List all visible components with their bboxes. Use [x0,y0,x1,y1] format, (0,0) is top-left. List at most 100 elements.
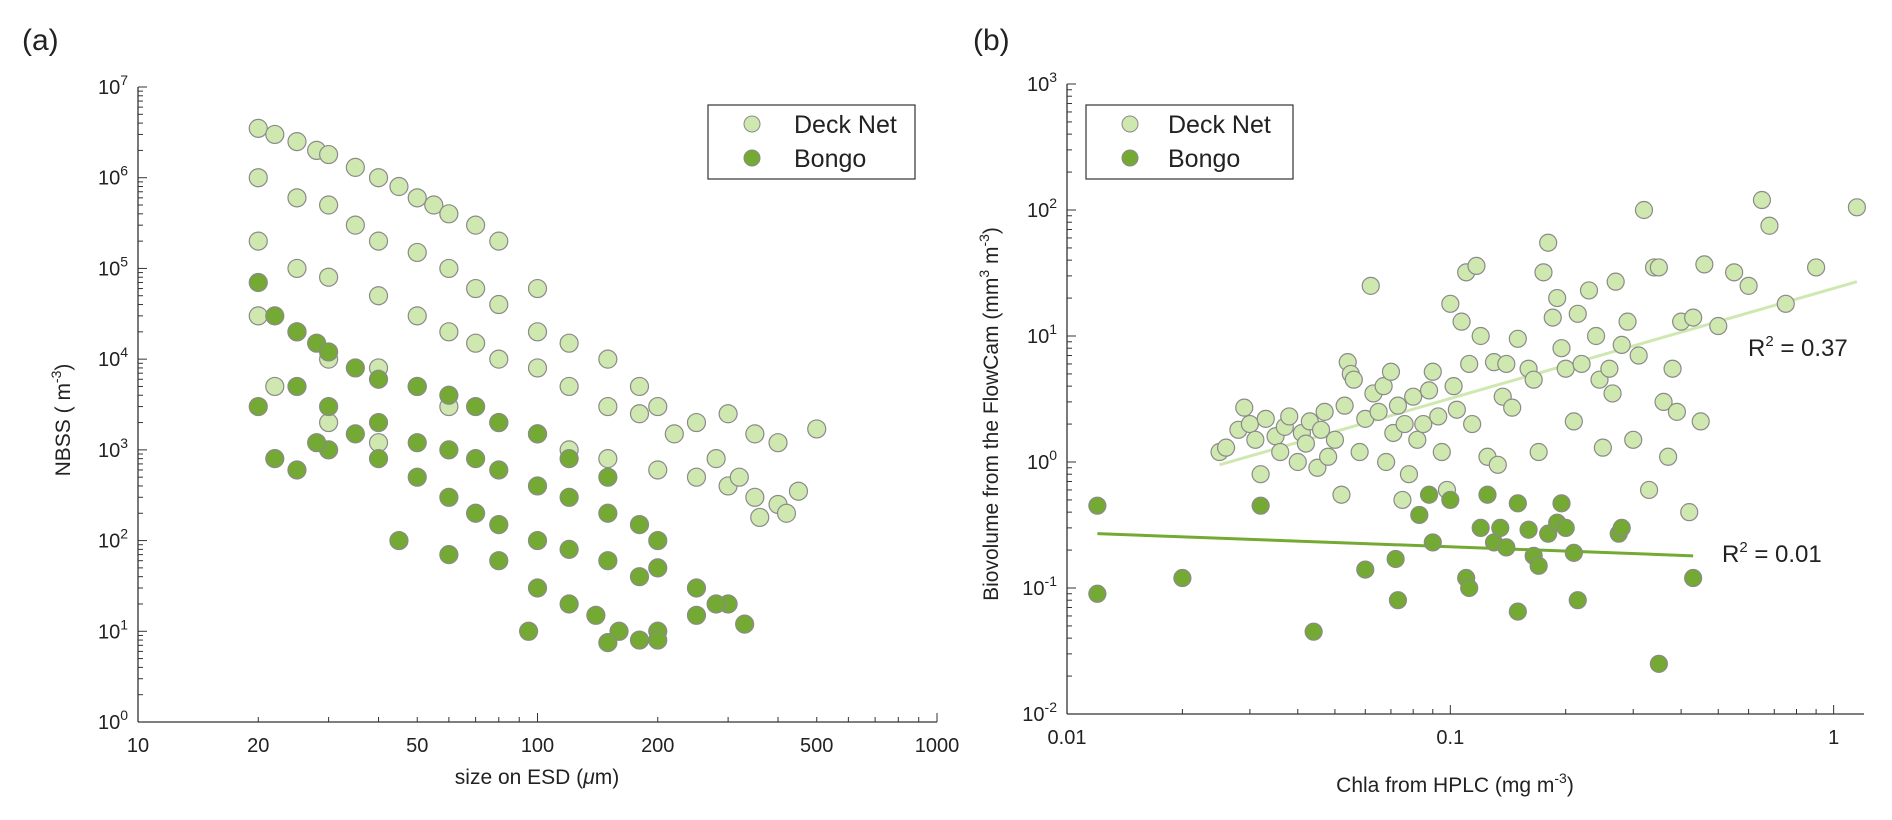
point-deck-net [1344,370,1363,389]
point-deck-net [424,195,444,215]
x-tick-label: 100 [521,735,554,757]
point-deck-net [489,294,509,315]
point-deck-net [1395,414,1414,434]
point-bongo [527,424,548,444]
point-deck-net [1639,480,1659,500]
panel-b-points [1088,190,1867,673]
point-deck-net [1332,485,1351,504]
point-deck-net [1235,398,1254,417]
point-bongo [1478,485,1497,504]
point-deck-net [368,286,389,306]
point-bongo [1529,556,1548,575]
legend-marker-deck-net [1121,115,1139,133]
point-deck-net [319,144,339,165]
point-deck-net [345,157,365,177]
legend-label-bongo: Bongo [794,145,866,173]
point-deck-net [1539,233,1558,252]
point-deck-net [776,503,797,523]
point-bongo [1410,505,1429,525]
point-deck-net [1471,326,1490,346]
legend-marker-bongo [743,149,761,167]
point-deck-net [1399,465,1419,484]
point-deck-net [1612,335,1631,354]
point-deck-net [1752,190,1772,210]
point-bongo [1460,578,1479,598]
point-deck-net [768,433,788,453]
panel-a-points [248,118,827,653]
point-bongo [648,558,668,578]
point-deck-net [1556,359,1575,378]
point-deck-net [1663,359,1682,378]
point-deck-net [1624,430,1643,449]
point-deck-net [1463,414,1482,434]
point-bongo [287,376,307,397]
point-deck-net [439,204,459,224]
point-deck-net [1447,400,1466,419]
point-deck-net [319,267,339,287]
point-deck-net [1634,200,1654,220]
point-deck-net [265,124,285,145]
point-deck-net [1319,447,1338,466]
point-deck-net [1807,258,1826,277]
point-deck-net [1350,442,1369,462]
point-deck-net [1586,326,1606,346]
point-bongo [345,424,365,444]
point-bongo [686,605,707,625]
point-bongo [439,545,459,565]
point-deck-net [1388,396,1408,415]
point-deck-net [527,322,548,342]
point-bongo [1173,568,1192,588]
point-deck-net [1684,308,1703,327]
point-deck-net [1315,402,1334,421]
panel-a-label: (a) [22,24,59,57]
point-bongo [265,306,285,326]
panel-b-legend-box [1085,104,1294,180]
point-deck-net [1600,359,1619,378]
point-bongo [1491,518,1510,537]
point-bongo [407,433,427,453]
point-bongo [559,487,579,507]
point-bongo [466,503,486,523]
legend-label-deck-net: Deck Net [1168,111,1271,139]
y-tick-label: 101 [1027,321,1057,348]
point-deck-net [407,188,427,208]
point-bongo [307,433,327,453]
point-bongo [1684,568,1703,588]
point-deck-net [368,231,389,251]
point-deck-net [1325,430,1345,449]
point-bongo [527,578,548,598]
point-bongo [559,539,579,559]
point-deck-net [527,278,548,299]
y-tick-label: 102 [1027,195,1057,222]
point-deck-net [1618,312,1637,331]
point-deck-net [1452,312,1471,331]
point-bongo [1419,485,1439,504]
point-deck-net [729,467,749,487]
point-bongo [248,272,268,293]
y-tick-label: 100 [98,707,128,734]
y-tick-label: 100 [1027,447,1057,474]
point-bongo [319,396,339,417]
point-deck-net [1709,316,1728,336]
fit-line-bongo [1097,532,1694,558]
point-deck-net [1361,276,1380,295]
point-deck-net [1246,430,1265,449]
point-deck-net [1460,354,1479,374]
point-bongo [598,503,618,523]
point-bongo [489,551,509,571]
point-bongo [368,369,389,389]
point-bongo [407,467,427,487]
point-deck-net [1432,442,1451,462]
legend-marker-deck-net [743,115,761,133]
x-tick-label: 200 [641,735,674,757]
point-bongo [439,487,459,507]
point-deck-net [1654,392,1673,411]
panel-a-x-axis-label: size on ESD (μm) [455,766,619,789]
point-deck-net [1488,455,1507,474]
legend-marker-bongo [1121,149,1139,167]
y-tick-label: 103 [98,435,128,462]
y-tick-label: 102 [98,526,128,553]
point-deck-net [750,507,770,528]
panel-b-label: (b) [973,24,1010,57]
point-deck-net [1725,263,1744,282]
